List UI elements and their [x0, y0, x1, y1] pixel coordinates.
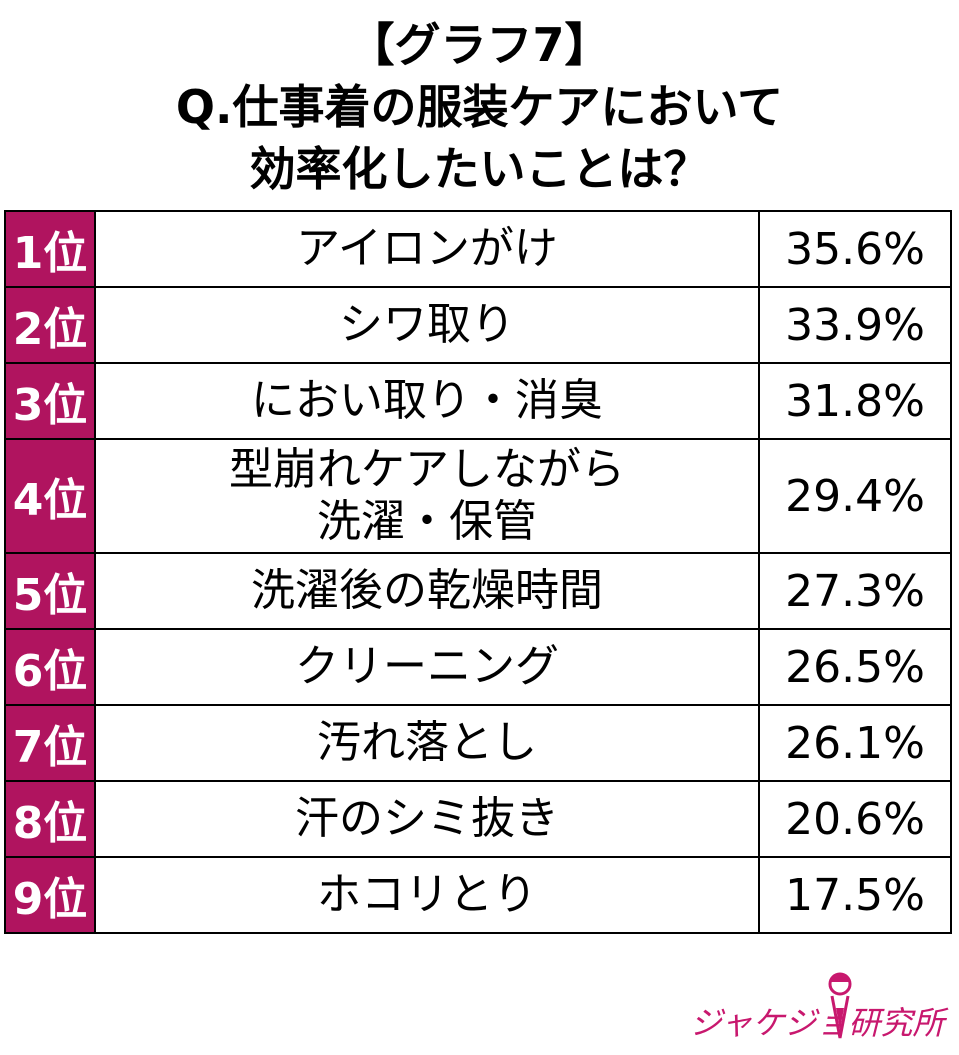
- ranking-table: 1位 アイロンがけ 35.6% 2位 シワ取り 33.9% 3位 におい取り・消臭 31.8% 4…: [4, 210, 952, 934]
- rank-cell: 5位: [4, 552, 96, 630]
- title-line-3: 効率化したいことは？: [249, 142, 710, 196]
- item-cell: 汚れ落とし: [94, 704, 760, 782]
- table-row: 9位 ホコリとり 17.5%: [4, 856, 952, 934]
- item-cell: アイロンがけ: [94, 210, 760, 288]
- item-cell: ホコリとり: [94, 856, 760, 934]
- rank-cell: 2位: [4, 286, 96, 364]
- table-row: 6位 クリーニング 26.5%: [4, 628, 952, 706]
- percent-cell: 17.5%: [758, 856, 952, 934]
- title-line-2: Q.仕事着の服装ケアにおいて: [175, 80, 784, 134]
- percent-cell: 26.5%: [758, 628, 952, 706]
- woman-silhouette-icon: [828, 972, 852, 1039]
- title-line-1: 【グラフ7】: [348, 18, 611, 72]
- table-row: 1位 アイロンがけ 35.6%: [4, 210, 952, 288]
- table-row: 2位 シワ取り 33.9%: [4, 286, 952, 364]
- rank-cell: 6位: [4, 628, 96, 706]
- table-row: 4位 型崩れケアしながら 洗濯・保管 29.4%: [4, 438, 952, 554]
- percent-cell: 29.4%: [758, 438, 952, 554]
- percent-cell: 35.6%: [758, 210, 952, 288]
- rank-cell: 1位: [4, 210, 96, 288]
- item-cell: クリーニング: [94, 628, 760, 706]
- percent-cell: 31.8%: [758, 362, 952, 440]
- rank-cell: 8位: [4, 780, 96, 858]
- table-row: 5位 洗濯後の乾燥時間 27.3%: [4, 552, 952, 630]
- rank-cell: 4位: [4, 438, 96, 554]
- percent-cell: 27.3%: [758, 552, 952, 630]
- table-row: 7位 汚れ落とし 26.1%: [4, 704, 952, 782]
- rank-cell: 7位: [4, 704, 96, 782]
- brand-logo: ジャケジョ研究所: [690, 968, 945, 1044]
- percent-cell: 20.6%: [758, 780, 952, 858]
- logo-text: ジャケジョ研究所: [690, 1004, 945, 1042]
- rank-cell: 3位: [4, 362, 96, 440]
- table-row: 3位 におい取り・消臭 31.8%: [4, 362, 952, 440]
- rank-cell: 9位: [4, 856, 96, 934]
- item-cell: 汗のシミ抜き: [94, 780, 760, 858]
- table-row: 8位 汗のシミ抜き 20.6%: [4, 780, 952, 858]
- item-cell: におい取り・消臭: [94, 362, 760, 440]
- percent-cell: 26.1%: [758, 704, 952, 782]
- percent-cell: 33.9%: [758, 286, 952, 364]
- item-cell: 型崩れケアしながら 洗濯・保管: [94, 438, 760, 554]
- item-cell: 洗濯後の乾燥時間: [94, 552, 760, 630]
- chart-title: 【グラフ7】 Q.仕事着の服装ケアにおいて 効率化したいことは？: [0, 14, 959, 200]
- item-cell: シワ取り: [94, 286, 760, 364]
